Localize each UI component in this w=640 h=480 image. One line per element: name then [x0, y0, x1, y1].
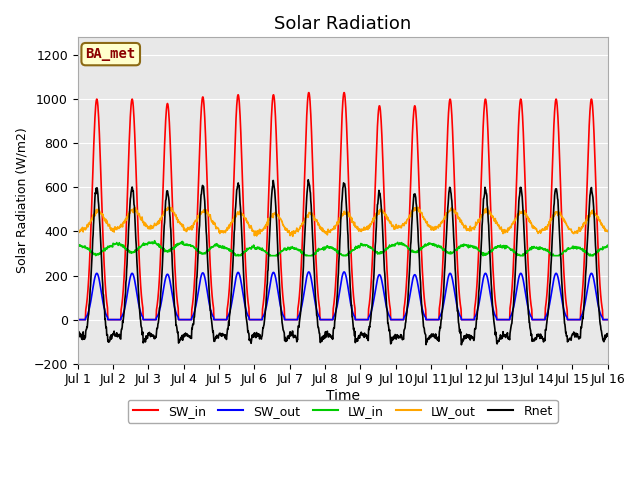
Line: SW_in: SW_in: [77, 93, 607, 320]
Rnet: [179, 337, 186, 343]
Rnet: [425, 336, 433, 342]
X-axis label: Time: Time: [326, 389, 360, 403]
LW_in: [252, 245, 259, 251]
LW_in: [541, 246, 549, 252]
SW_in: [604, 317, 611, 323]
SW_out: [191, 305, 199, 311]
SW_in: [425, 317, 433, 323]
Rnet: [495, 338, 502, 344]
Rnet: [191, 300, 199, 306]
SW_in: [74, 317, 81, 323]
LW_in: [232, 253, 239, 259]
SW_out: [305, 269, 313, 275]
Title: Solar Radiation: Solar Radiation: [274, 15, 412, 33]
Rnet: [458, 342, 465, 348]
Rnet: [604, 331, 611, 336]
SW_out: [604, 317, 611, 323]
Legend: SW_in, SW_out, LW_in, LW_out, Rnet: SW_in, SW_out, LW_in, LW_out, Rnet: [127, 400, 557, 423]
Rnet: [541, 327, 549, 333]
LW_in: [192, 246, 200, 252]
LW_out: [604, 228, 611, 234]
SW_in: [541, 317, 549, 323]
LW_out: [289, 233, 296, 239]
LW_out: [164, 204, 172, 210]
Text: BA_met: BA_met: [86, 47, 136, 61]
LW_out: [74, 228, 81, 233]
Line: LW_out: LW_out: [77, 207, 607, 236]
LW_out: [541, 227, 549, 233]
SW_in: [251, 317, 259, 323]
LW_out: [179, 224, 187, 229]
LW_out: [192, 218, 200, 224]
LW_out: [426, 224, 433, 230]
SW_out: [74, 317, 81, 323]
Rnet: [251, 334, 259, 340]
SW_in: [179, 317, 186, 323]
LW_in: [151, 238, 159, 243]
Line: Rnet: Rnet: [77, 180, 607, 345]
SW_out: [541, 317, 549, 323]
Rnet: [74, 333, 81, 339]
LW_in: [495, 243, 502, 249]
SW_out: [179, 317, 186, 323]
LW_out: [252, 232, 259, 238]
Rnet: [305, 177, 312, 183]
LW_in: [426, 240, 433, 246]
SW_in: [305, 90, 313, 96]
SW_out: [495, 317, 502, 323]
SW_in: [191, 260, 199, 265]
LW_in: [74, 242, 81, 248]
LW_in: [604, 242, 611, 248]
Y-axis label: Solar Radiation (W/m2): Solar Radiation (W/m2): [15, 128, 28, 274]
LW_in: [179, 240, 187, 246]
SW_out: [251, 317, 259, 323]
Line: LW_in: LW_in: [77, 240, 607, 256]
LW_out: [495, 222, 502, 228]
SW_out: [425, 317, 433, 323]
Line: SW_out: SW_out: [77, 272, 607, 320]
SW_in: [495, 317, 502, 323]
